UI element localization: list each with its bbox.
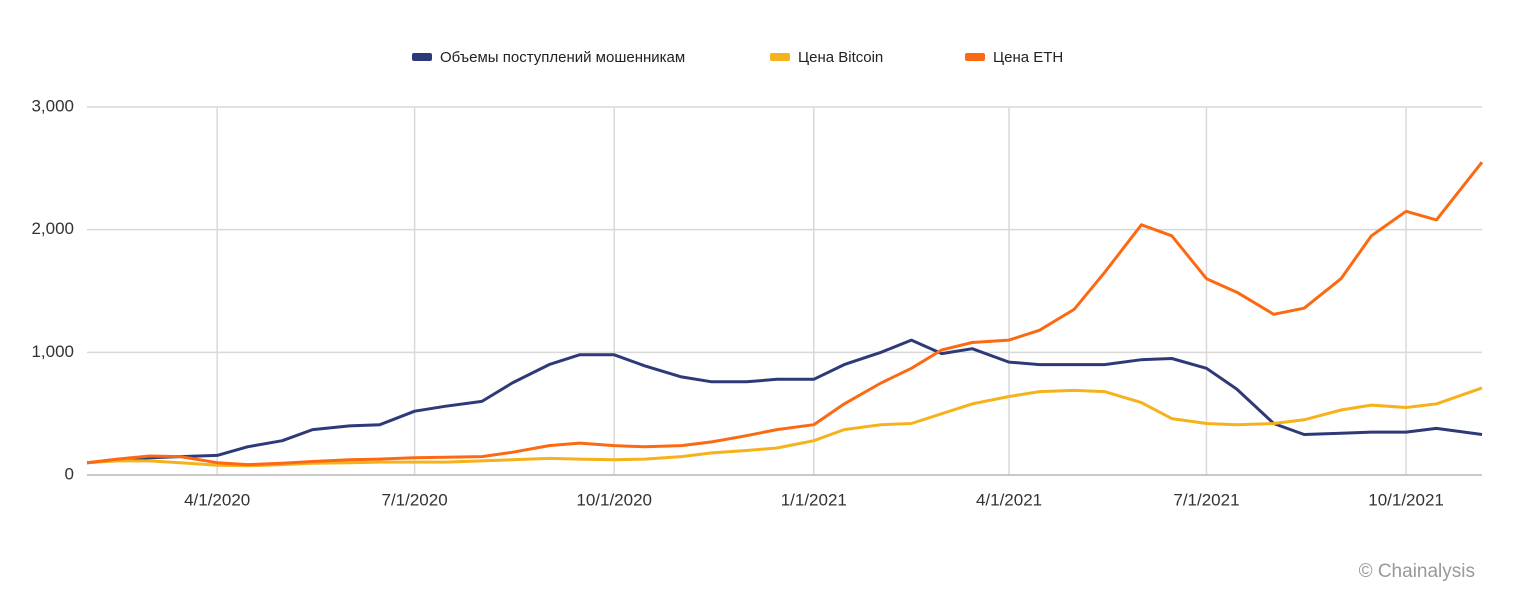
- x-tick-label: 1/1/2021: [781, 490, 847, 509]
- legend-label: Цена Bitcoin: [798, 49, 883, 66]
- x-tick-label: 10/1/2020: [576, 490, 652, 509]
- legend-label: Объемы поступлений мошенникам: [440, 49, 685, 66]
- legend-swatch: [412, 53, 432, 61]
- x-tick-label: 4/1/2020: [184, 490, 250, 509]
- x-tick-label: 10/1/2021: [1368, 490, 1444, 509]
- line: [86, 161, 1484, 467]
- line: [86, 338, 1483, 465]
- x-tick-label: 4/1/2021: [976, 490, 1042, 509]
- x-tick-label: 7/1/2021: [1173, 490, 1239, 509]
- legend-swatch: [965, 53, 985, 61]
- y-tick-label: 2,000: [31, 219, 74, 238]
- line: [86, 386, 1483, 468]
- y-tick-label: 3,000: [31, 96, 74, 115]
- watermark: © Chainalysis: [1359, 561, 1475, 582]
- legend-swatch: [770, 53, 790, 61]
- y-tick-label: 1,000: [31, 342, 74, 361]
- y-tick-label: 0: [65, 464, 74, 483]
- x-tick-label: 7/1/2020: [382, 490, 448, 509]
- legend-label: Цена ETH: [993, 49, 1063, 66]
